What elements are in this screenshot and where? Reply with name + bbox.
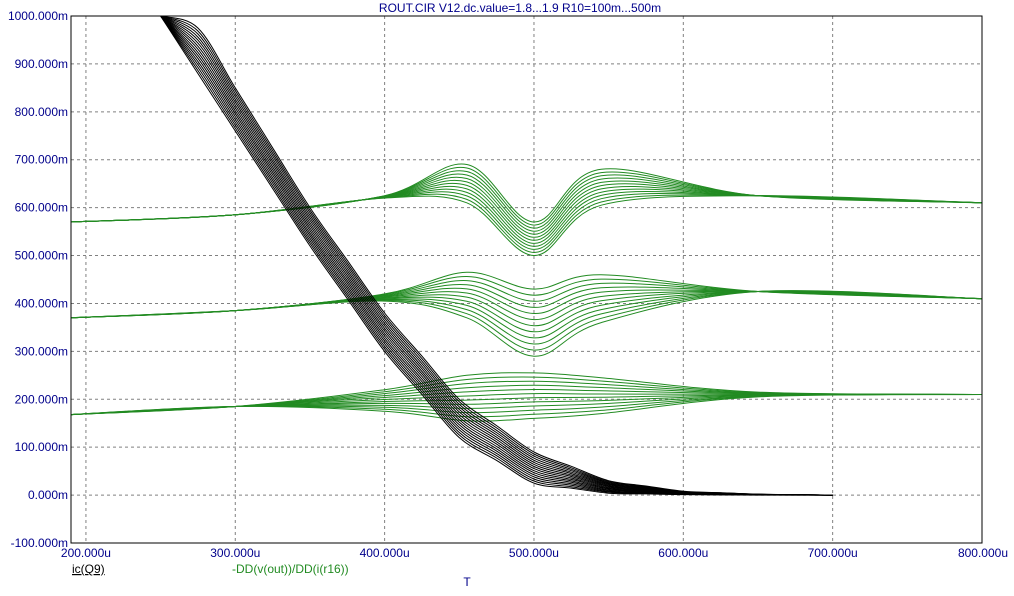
x-tick-labels: 200.000u 300.000u 400.000u 500.000u 600.000u… xyxy=(61,546,1008,560)
y-tick-labels: 1000.000m 900.000m 800.000m 700.000m 600.000… xyxy=(8,9,68,550)
grid xyxy=(71,16,982,543)
y-tick-label: 300.000m xyxy=(15,344,68,358)
green-curve xyxy=(70,393,983,416)
y-tick-label: 0.000m xyxy=(28,488,68,502)
y-tick-label: 200.000m xyxy=(15,392,68,406)
y-tick-label: 400.000m xyxy=(15,296,68,310)
green-curve xyxy=(70,290,983,327)
green-curve xyxy=(70,376,983,416)
x-tick-label: 500.000u xyxy=(509,546,559,560)
green-curve xyxy=(70,290,983,345)
x-tick-label: 300.000u xyxy=(210,546,260,560)
y-tick-label: 900.000m xyxy=(15,57,68,71)
y-tick-label: 600.000m xyxy=(15,201,68,215)
y-tick-label: 100.000m xyxy=(15,440,68,454)
green-curve xyxy=(70,393,983,416)
y-tick-label: 700.000m xyxy=(15,153,68,167)
chart-title: ROUT.CIR V12.dc.value=1.8...1.9 R10=100m… xyxy=(379,1,661,15)
black-curve-family xyxy=(160,15,833,496)
green-curve xyxy=(70,163,983,223)
x-tick-label: 800.000u xyxy=(958,546,1008,560)
green-curve xyxy=(70,191,983,250)
y-tick-label: 800.000m xyxy=(15,105,68,119)
legend-dd-vout[interactable]: -DD(v(out))/DD(i(r16)) xyxy=(232,562,349,576)
green-curve xyxy=(70,290,983,357)
plot-frame xyxy=(70,15,983,544)
x-axis-label: T xyxy=(463,575,471,589)
green-curve xyxy=(70,394,983,422)
x-tick-label: 700.000u xyxy=(808,546,858,560)
x-tick-label: 200.000u xyxy=(61,546,111,560)
x-tick-label: 600.000u xyxy=(658,546,708,560)
legend-ic-q9[interactable]: ic(Q9) xyxy=(72,562,105,576)
green-curve-family xyxy=(70,163,983,422)
green-curve xyxy=(70,290,983,321)
x-tick-label: 400.000u xyxy=(360,546,410,560)
green-curve xyxy=(70,195,983,257)
green-curve xyxy=(70,290,983,351)
y-tick-label: 1000.000m xyxy=(8,9,68,23)
black-curve xyxy=(160,15,833,496)
y-tick-label: -100.000m xyxy=(11,536,68,550)
y-tick-label: 500.000m xyxy=(15,249,68,263)
